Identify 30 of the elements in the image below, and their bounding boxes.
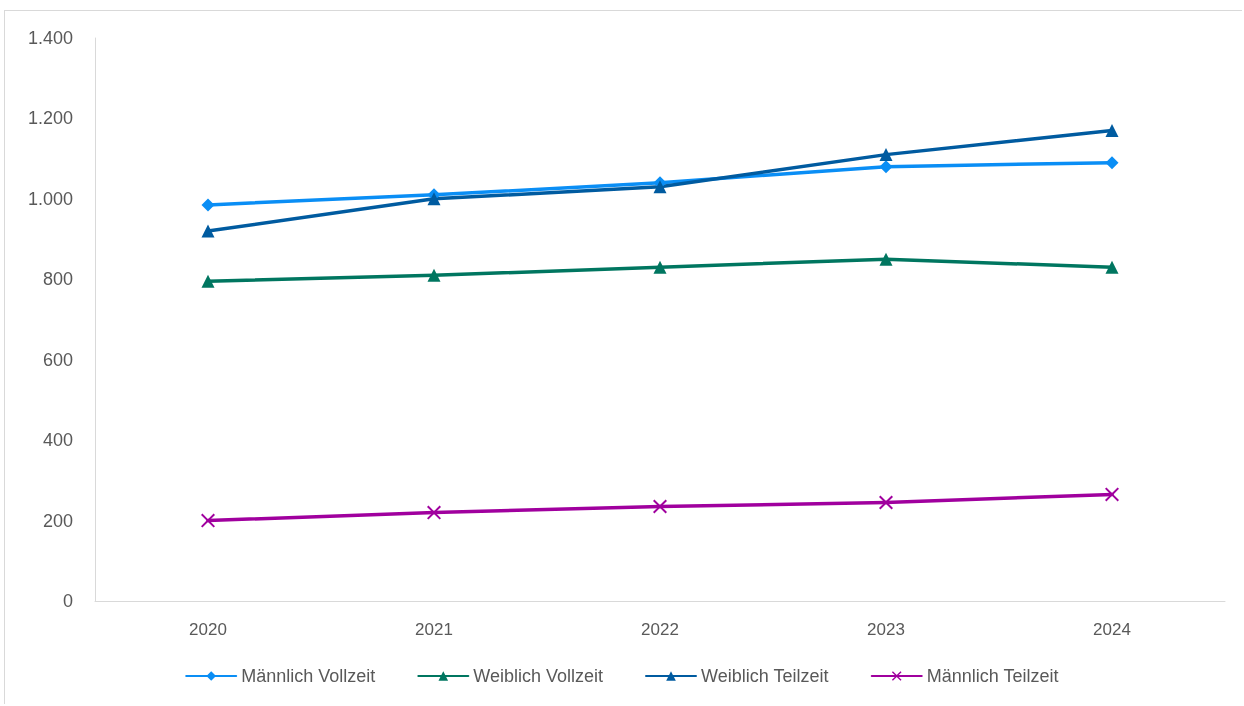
point bbox=[879, 252, 893, 266]
legend-label: Männlich Vollzeit bbox=[241, 666, 376, 686]
x-tick-label: 2023 bbox=[867, 620, 905, 639]
point bbox=[427, 192, 441, 206]
x-tick-label: 2020 bbox=[189, 620, 227, 639]
point bbox=[201, 274, 215, 288]
x-tick-label: 2024 bbox=[1093, 620, 1131, 639]
y-tick-label: 1.400 bbox=[27, 28, 73, 48]
point bbox=[879, 148, 893, 162]
y-tick-label: 1.000 bbox=[27, 188, 73, 209]
y-tick-label: 400 bbox=[42, 430, 73, 451]
legend-label: Männlich Teilzeit bbox=[926, 666, 1059, 686]
y-tick-label: 1.200 bbox=[27, 108, 73, 129]
point bbox=[201, 198, 215, 212]
y-tick-label: 600 bbox=[42, 349, 73, 370]
point bbox=[1105, 260, 1119, 274]
point bbox=[879, 160, 893, 174]
y-tick-label: 800 bbox=[42, 269, 73, 290]
point bbox=[653, 180, 667, 194]
x-tick-label: 2022 bbox=[641, 620, 679, 639]
y-tick-label: 0 bbox=[62, 591, 73, 611]
point bbox=[1105, 123, 1119, 137]
x-tick-label: 2021 bbox=[415, 620, 453, 639]
y-tick-label: 200 bbox=[42, 510, 73, 531]
point bbox=[201, 224, 215, 238]
point bbox=[427, 268, 441, 282]
legend-label: Weiblich Vollzeit bbox=[473, 666, 604, 686]
point bbox=[653, 260, 667, 274]
point bbox=[1105, 156, 1119, 170]
legend-label: Weiblich Teilzeit bbox=[701, 666, 829, 686]
